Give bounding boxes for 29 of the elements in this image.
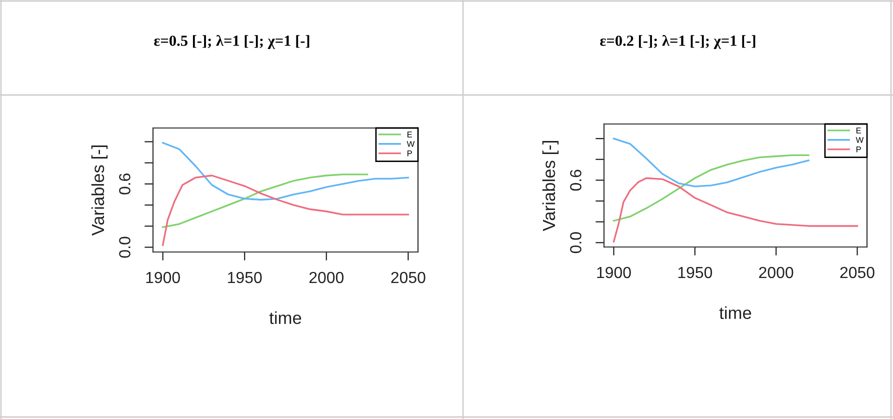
y-tick-label: 0.0 [119, 236, 130, 258]
line-series [162, 174, 410, 246]
line-series [612, 154, 810, 222]
x-tick-label: 1950 [228, 272, 262, 284]
chart-title: ε=0.5 [-]; λ=1 [-]; χ=1 [-] [154, 34, 310, 50]
legend-label: W [856, 137, 864, 143]
y-tick-label: 0.6 [570, 170, 582, 191]
legend-label: P [856, 146, 861, 152]
line-series [162, 174, 368, 228]
line-series [612, 138, 810, 188]
line-series [612, 177, 858, 242]
legend-label: E [407, 132, 412, 138]
y-axis-title: Variables [-] [542, 141, 559, 232]
y-tick-label: 0.0 [570, 232, 582, 254]
x-tick-label: 2000 [759, 266, 794, 278]
legend-label: E [856, 128, 861, 134]
x-axis-title: time [269, 311, 302, 324]
y-axis-title: Variables [-] [91, 146, 108, 236]
x-tick-label: 1900 [146, 272, 180, 284]
legend-label: P [407, 150, 412, 156]
chart-title: ε=0.2 [-]; λ=1 [-]; χ=1 [-] [600, 34, 756, 50]
legend-label: W [406, 141, 415, 147]
x-tick-label: 1900 [597, 266, 631, 278]
x-tick-label: 2050 [391, 272, 426, 284]
y-tick-label: 0.6 [119, 174, 130, 194]
x-tick-label: 2050 [840, 266, 874, 278]
x-tick-label: 1950 [678, 266, 712, 278]
x-axis-title: time [719, 306, 752, 320]
x-tick-label: 2000 [309, 272, 344, 284]
